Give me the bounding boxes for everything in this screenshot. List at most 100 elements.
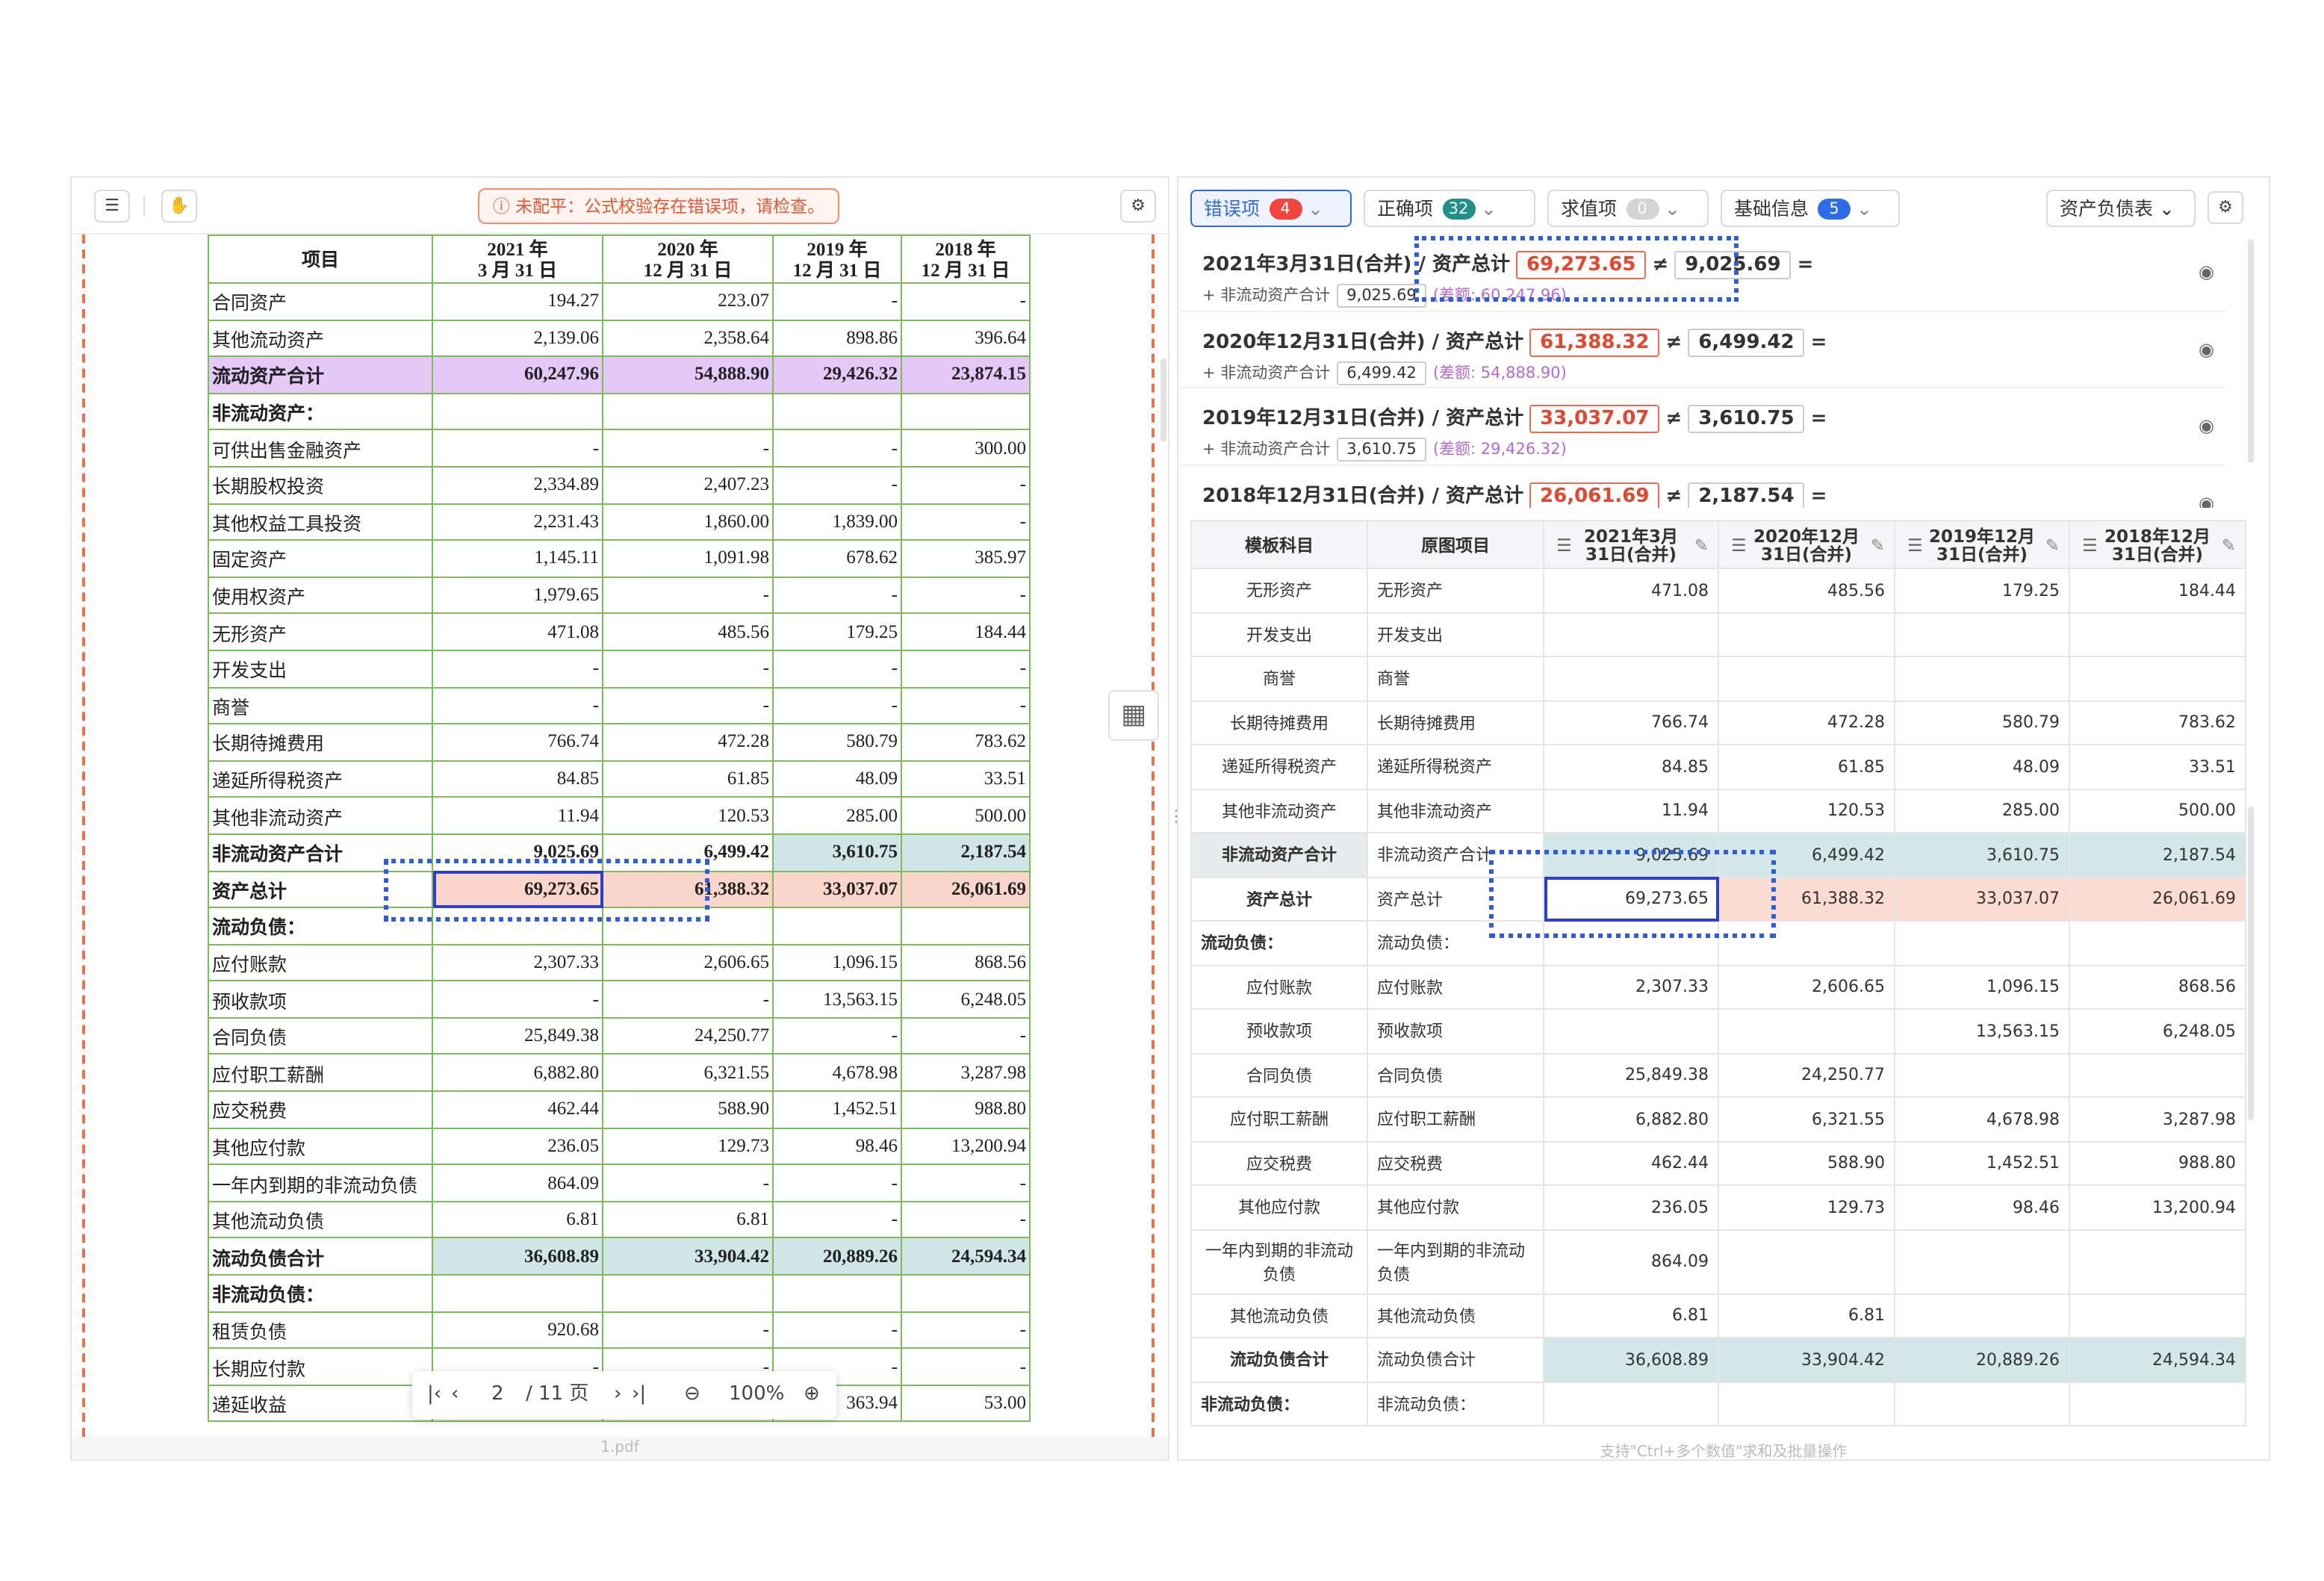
settings-button[interactable]: ⚙ (1120, 190, 1156, 223)
value-cell[interactable] (1894, 1052, 2070, 1098)
value-cell[interactable]: 24,250.77 (1718, 1052, 1895, 1098)
next-page[interactable]: › (614, 1383, 622, 1405)
value-cell[interactable]: 6,248.05 (2069, 1008, 2246, 1054)
value-cell[interactable]: 864.09 (1543, 1229, 1719, 1294)
scrollbar[interactable] (2248, 239, 2254, 463)
value-cell[interactable]: 2,187.54 (2069, 832, 2246, 878)
sum-icon[interactable]: ☰ (1907, 535, 1923, 556)
value-cell[interactable]: 236.05 (1543, 1184, 1719, 1230)
value-cell[interactable]: 13,200.94 (2069, 1184, 2246, 1230)
tab[interactable]: 错误项 4 ⌄ (1190, 190, 1352, 227)
value-cell[interactable]: 69,273.65 (1543, 876, 1719, 922)
value-cell[interactable]: 1,452.51 (1894, 1140, 2070, 1186)
value-cell[interactable] (1718, 1008, 1895, 1054)
error-item[interactable]: 2019年12月31日(合并) / 资产总计 33,037.07 ≠ 3,610.75… (1180, 388, 2225, 465)
value-cell[interactable] (1543, 1008, 1719, 1054)
value-cell[interactable]: 485.56 (1718, 568, 1895, 613)
value-cell[interactable]: 2,606.65 (1718, 964, 1895, 1010)
value-cell[interactable]: 783.62 (2069, 700, 2246, 745)
value-cell[interactable]: 13,563.15 (1894, 1008, 2070, 1054)
value-cell[interactable]: 472.28 (1718, 700, 1895, 745)
value-cell[interactable]: 61.85 (1718, 744, 1895, 789)
prev-page[interactable]: ‹ (451, 1383, 459, 1405)
last-page[interactable]: ›| (632, 1383, 647, 1405)
value-cell[interactable]: 6,499.42 (1718, 832, 1895, 878)
value-cell[interactable] (1718, 1229, 1895, 1294)
value-cell[interactable]: 580.79 (1894, 700, 2070, 745)
value-cell[interactable]: 36,608.89 (1543, 1337, 1719, 1382)
tab[interactable]: 基础信息 5 ⌄ (1721, 190, 1900, 227)
value-cell[interactable] (1894, 1293, 2070, 1338)
value-cell[interactable]: 120.53 (1718, 788, 1895, 833)
value-cell[interactable] (1718, 656, 1895, 701)
value-cell[interactable]: 2,307.33 (1543, 964, 1719, 1010)
value-cell[interactable]: 285.00 (1894, 788, 2070, 833)
value-cell[interactable] (2069, 656, 2246, 701)
sum-icon[interactable]: ☰ (1731, 535, 1747, 556)
sum-icon[interactable]: ☰ (2082, 535, 2098, 556)
value-cell[interactable] (2069, 920, 2246, 966)
value-cell[interactable]: 184.44 (2069, 568, 2246, 613)
first-page[interactable]: |‹ (427, 1383, 442, 1405)
value-cell[interactable]: 500.00 (2069, 788, 2246, 833)
error-item[interactable]: 2020年12月31日(合并) / 资产总计 61,388.32 ≠ 6,499.42… (1180, 311, 2225, 388)
value-cell[interactable]: 61,388.32 (1718, 876, 1895, 922)
scrollbar[interactable] (1161, 358, 1166, 442)
value-cell[interactable] (1718, 1381, 1895, 1426)
value-cell[interactable] (1894, 920, 2070, 966)
zoom-out[interactable]: ⊖ (684, 1383, 700, 1405)
value-cell[interactable] (1543, 920, 1719, 966)
edit-icon[interactable]: ✎ (2221, 535, 2236, 556)
value-cell[interactable]: 3,287.98 (2069, 1096, 2246, 1142)
value-cell[interactable]: 766.74 (1543, 700, 1719, 745)
error-item[interactable]: 2021年3月31日(合并) / 资产总计 69,273.65 ≠ 9,025.69 =… (1180, 234, 2225, 311)
outline-button[interactable]: ☰ (94, 190, 130, 223)
value-cell[interactable]: 26,061.69 (2069, 876, 2246, 922)
value-cell[interactable]: 33,037.07 (1894, 876, 2070, 922)
value-cell[interactable]: 4,678.98 (1894, 1096, 2070, 1142)
scrollbar[interactable] (2248, 807, 2254, 1120)
eye-toggle[interactable]: ◉ (2199, 261, 2214, 282)
hand-tool[interactable]: ✋ (161, 190, 197, 223)
value-cell[interactable]: 33.51 (2069, 744, 2246, 789)
value-cell[interactable]: 129.73 (1718, 1184, 1895, 1230)
value-cell[interactable] (2069, 612, 2246, 657)
value-cell[interactable]: 24,594.34 (2069, 1337, 2246, 1382)
value-cell[interactable] (2069, 1229, 2246, 1294)
value-cell[interactable]: 33,904.42 (1718, 1337, 1895, 1382)
edit-icon[interactable]: ✎ (2045, 535, 2060, 556)
value-cell[interactable]: 588.90 (1718, 1140, 1895, 1186)
value-cell[interactable]: 48.09 (1894, 744, 2070, 789)
value-cell[interactable] (1718, 612, 1895, 657)
value-cell[interactable]: 6,882.80 (1543, 1096, 1719, 1142)
edit-icon[interactable]: ✎ (1870, 535, 1885, 556)
sum-icon[interactable]: ☰ (1556, 535, 1572, 556)
value-cell[interactable] (1894, 1381, 2070, 1426)
value-cell[interactable]: 6,321.55 (1718, 1096, 1895, 1142)
tab[interactable]: 正确项 32 ⌄ (1364, 190, 1535, 227)
error-item[interactable]: 2018年12月31日(合并) / 资产总计 26,061.69 ≠ 2,187.54… (1180, 465, 2225, 508)
value-cell[interactable]: 868.56 (2069, 964, 2246, 1010)
eye-toggle[interactable]: ◉ (2199, 415, 2214, 436)
sheet-select[interactable]: 资产负债表 ⌄ (2046, 190, 2196, 227)
edit-icon[interactable]: ✎ (1694, 535, 1709, 556)
value-cell[interactable]: 462.44 (1543, 1140, 1719, 1186)
value-cell[interactable]: 9,025.69 (1543, 832, 1719, 878)
table-toggle[interactable]: ▦ (1108, 690, 1159, 741)
value-cell[interactable]: 84.85 (1543, 744, 1719, 789)
value-cell[interactable] (1894, 1229, 2070, 1294)
value-cell[interactable]: 25,849.38 (1543, 1052, 1719, 1098)
value-cell[interactable]: 471.08 (1543, 568, 1719, 613)
value-cell[interactable]: 98.46 (1894, 1184, 2070, 1230)
eye-toggle[interactable]: ◉ (2199, 338, 2214, 359)
value-cell[interactable]: 20,889.26 (1894, 1337, 2070, 1382)
value-cell[interactable]: 11.94 (1543, 788, 1719, 833)
value-cell[interactable] (2069, 1052, 2246, 1098)
value-cell[interactable]: 3,610.75 (1894, 832, 2070, 878)
value-cell[interactable] (1543, 612, 1719, 657)
value-cell[interactable]: 988.80 (2069, 1140, 2246, 1186)
value-cell[interactable]: 1,096.15 (1894, 964, 2070, 1010)
page-input[interactable]: 2 (491, 1383, 504, 1405)
value-cell[interactable] (2069, 1293, 2246, 1338)
value-cell[interactable] (1894, 612, 2070, 657)
